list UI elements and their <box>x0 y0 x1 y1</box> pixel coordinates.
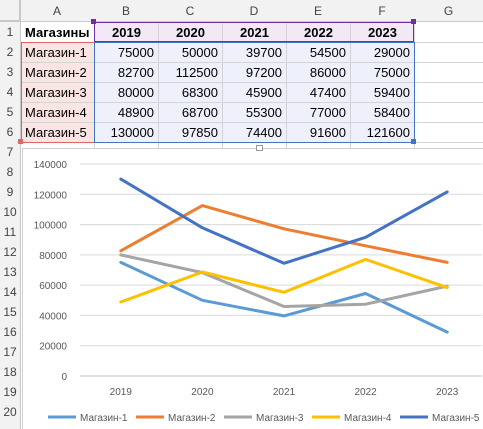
value-range-highlight <box>94 42 414 142</box>
cell-b2[interactable]: 75000 <box>117 44 154 60</box>
cell-d4[interactable]: 45900 <box>245 84 282 100</box>
y-tick-label: 100000 <box>34 221 68 232</box>
cell-a4[interactable]: Магазин-3 <box>25 84 87 100</box>
legend-label: Магазин-4 <box>344 413 392 424</box>
legend-label: Магазин-2 <box>168 413 216 424</box>
legend-label: Магазин-1 <box>80 413 128 424</box>
cell-c3[interactable]: 112500 <box>175 64 218 80</box>
cell-f6[interactable]: 121600 <box>366 124 410 140</box>
row-header-10[interactable]: 10 <box>0 202 20 222</box>
series-line <box>119 257 449 304</box>
cell-a6[interactable]: Магазин-5 <box>25 124 87 140</box>
cell-e1[interactable]: 2022 <box>304 24 333 40</box>
column-header-e[interactable]: E <box>286 0 350 21</box>
column-header-c[interactable]: C <box>158 0 222 21</box>
legend-label: Магазин-3 <box>256 413 304 424</box>
cell-d3[interactable]: 97200 <box>245 64 282 80</box>
cell-e2[interactable]: 54500 <box>309 44 346 60</box>
cell-c4[interactable]: 68300 <box>181 84 218 100</box>
cell-e4[interactable]: 47400 <box>309 84 346 100</box>
x-tick-label: 2020 <box>191 387 214 398</box>
cell-e6[interactable]: 91600 <box>309 124 346 140</box>
y-tick-label: 60000 <box>39 281 67 292</box>
row-header-2[interactable]: 2 <box>0 42 20 62</box>
column-header-g[interactable]: G <box>414 0 483 21</box>
select-all-corner[interactable] <box>0 0 20 21</box>
cell-c1[interactable]: 2020 <box>176 24 205 40</box>
row-header-4[interactable]: 4 <box>0 82 20 102</box>
series-line <box>119 177 449 265</box>
cell-d6[interactable]: 74400 <box>245 124 282 140</box>
row-header-15[interactable]: 15 <box>0 302 20 322</box>
y-tick-label: 140000 <box>34 160 68 171</box>
cell-a1[interactable]: Магазины <box>25 24 90 40</box>
row-header-12[interactable]: 12 <box>0 242 20 262</box>
cell-d5[interactable]: 55300 <box>245 104 282 120</box>
range-handle[interactable] <box>411 139 416 144</box>
header-range-highlight <box>94 22 414 42</box>
series-line <box>119 253 449 308</box>
row-header-9[interactable]: 9 <box>0 182 20 202</box>
series-line <box>119 204 449 264</box>
row-header-7[interactable]: 7 <box>0 142 20 162</box>
cell-b1[interactable]: 2019 <box>112 24 141 40</box>
cell-c2[interactable]: 50000 <box>181 44 218 60</box>
row-header-6[interactable]: 6 <box>0 122 20 142</box>
row-header-16[interactable]: 16 <box>0 322 20 342</box>
cell-b5[interactable]: 48900 <box>117 104 154 120</box>
row-header-11[interactable]: 11 <box>0 222 20 242</box>
legend-label: Магазин-5 <box>432 413 480 424</box>
cell-b3[interactable]: 82700 <box>117 64 154 80</box>
column-header-b[interactable]: B <box>94 0 158 21</box>
cell-d1[interactable]: 2021 <box>240 24 269 40</box>
value-range-border <box>94 42 415 143</box>
cell-f2[interactable]: 29000 <box>373 44 410 60</box>
cell-e5[interactable]: 77000 <box>309 104 346 120</box>
cell-f1[interactable]: 2023 <box>368 24 397 40</box>
column-header-f[interactable]: F <box>350 0 414 21</box>
cell-f4[interactable]: 59400 <box>373 84 410 100</box>
chart-area[interactable] <box>22 148 483 429</box>
y-tick-label: 0 <box>61 372 67 383</box>
cell-e3[interactable]: 86000 <box>309 64 346 80</box>
cell-b6[interactable]: 130000 <box>110 124 154 140</box>
x-tick-label: 2019 <box>110 387 133 398</box>
range-handle[interactable] <box>91 19 96 24</box>
column-header-d[interactable]: D <box>222 0 286 21</box>
y-tick-label: 120000 <box>34 190 68 201</box>
row-header-8[interactable]: 8 <box>0 162 20 182</box>
y-tick-label: 40000 <box>39 311 67 322</box>
cell-c5[interactable]: 68700 <box>181 104 218 120</box>
chart-resize-handle[interactable] <box>256 145 263 151</box>
row-header-18[interactable]: 18 <box>0 362 20 382</box>
range-handle[interactable] <box>411 19 416 24</box>
x-tick-label: 2022 <box>354 387 377 398</box>
y-tick-label: 80000 <box>39 251 67 262</box>
header-range-border <box>94 22 414 42</box>
cell-f5[interactable]: 58400 <box>373 104 410 120</box>
row-header-17[interactable]: 17 <box>0 342 20 362</box>
row-header-3[interactable]: 3 <box>0 62 20 82</box>
column-header-a[interactable]: A <box>20 0 94 21</box>
x-tick-label: 2021 <box>273 387 296 398</box>
row-header-14[interactable]: 14 <box>0 282 20 302</box>
cell-b4[interactable]: 80000 <box>117 84 154 100</box>
range-handle[interactable] <box>18 139 23 144</box>
row-header-20[interactable]: 20 <box>0 402 20 429</box>
cell-a2[interactable]: Магазин-1 <box>25 44 87 60</box>
row-header-5[interactable]: 5 <box>0 102 20 122</box>
row-header-13[interactable]: 13 <box>0 262 20 282</box>
cell-f3[interactable]: 75000 <box>373 64 410 80</box>
row-header-1[interactable]: 1 <box>0 22 20 42</box>
cell-d2[interactable]: 39700 <box>245 44 282 60</box>
label-range-highlight <box>21 42 94 142</box>
row-header-19[interactable]: 19 <box>0 382 20 402</box>
cell-c6[interactable]: 97850 <box>181 124 218 140</box>
cell-a3[interactable]: Магазин-2 <box>25 64 87 80</box>
y-tick-label: 20000 <box>39 342 67 353</box>
series-line <box>119 260 449 334</box>
x-tick-label: 2023 <box>436 387 459 398</box>
cell-a5[interactable]: Магазин-4 <box>25 104 87 120</box>
